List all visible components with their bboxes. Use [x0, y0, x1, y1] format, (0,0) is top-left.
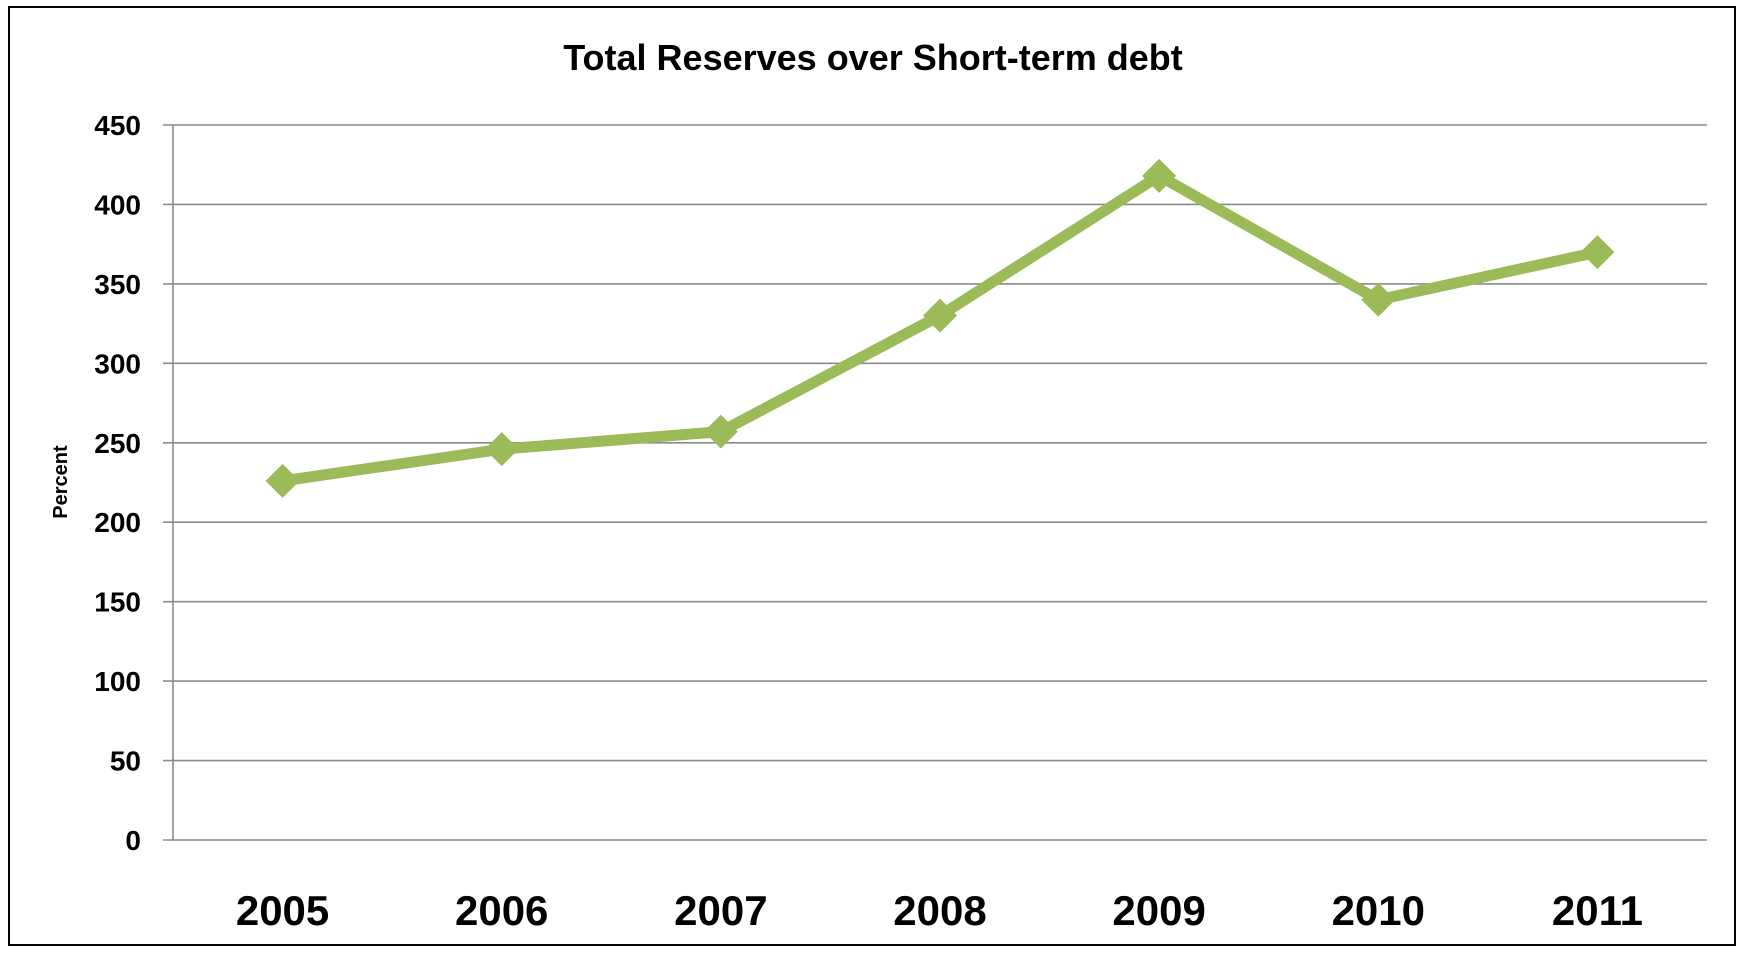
data-point-marker — [265, 463, 300, 498]
data-series — [265, 158, 1615, 498]
y-tick-label: 350 — [94, 269, 141, 300]
axes — [163, 125, 1707, 841]
chart-title: Total Reserves over Short-term debt — [563, 37, 1183, 78]
y-tick-labels: 0 50 100 150 200 250 300 350 400 450 — [94, 110, 141, 856]
y-tick-label: 450 — [94, 110, 141, 141]
x-tick-label: 2007 — [674, 887, 767, 934]
x-tick-label: 2011 — [1552, 887, 1643, 934]
y-tick-label: 400 — [94, 189, 141, 220]
y-tick-label: 300 — [94, 348, 141, 379]
gridlines — [163, 124, 1707, 762]
x-tick-label: 2008 — [893, 887, 986, 934]
x-tick-label: 2009 — [1112, 887, 1205, 934]
y-axis-label: Percent — [50, 445, 72, 519]
x-tick-label: 2006 — [455, 887, 548, 934]
y-tick-label: 200 — [94, 507, 141, 538]
y-tick-label: 150 — [94, 587, 141, 618]
data-point-marker — [1142, 158, 1177, 193]
data-point-marker — [1361, 282, 1396, 317]
y-tick-label: 100 — [94, 666, 141, 697]
y-tick-label: 250 — [94, 428, 141, 459]
y-tick-label: 0 — [125, 825, 141, 856]
y-tick-label: 50 — [110, 746, 141, 777]
x-tick-label: 2005 — [236, 887, 329, 934]
data-point-marker — [484, 432, 519, 467]
x-tick-label: 2010 — [1332, 887, 1425, 934]
data-point-marker — [923, 298, 957, 333]
data-point-marker — [1580, 235, 1615, 270]
data-point-marker — [703, 414, 738, 449]
x-tick-labels: 2005 2006 2007 2008 2009 2010 2011 — [236, 887, 1643, 934]
